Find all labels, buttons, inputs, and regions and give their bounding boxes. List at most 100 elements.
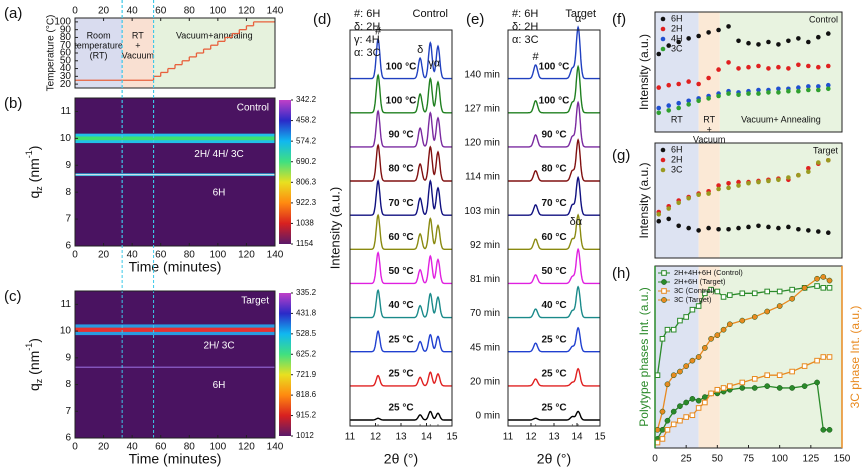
x-tick-label: 20	[98, 442, 110, 453]
legend-marker	[660, 147, 666, 153]
data-point	[806, 166, 811, 171]
y-axis-label: qz (nm-1)	[24, 146, 44, 199]
trace-temperature: 80 °C	[388, 164, 413, 175]
y-axis-label-part: )	[26, 338, 42, 343]
panel-label: (g)	[612, 147, 630, 164]
band-label: 2H/ 4H/ 3C	[194, 149, 243, 160]
data-point	[664, 381, 671, 388]
data-point	[716, 67, 721, 72]
data-point	[695, 405, 702, 411]
data-point	[676, 223, 681, 229]
data-point	[716, 186, 721, 192]
data-point	[666, 82, 672, 88]
region	[122, 18, 154, 88]
data-point	[677, 368, 683, 375]
trace-temperature: 25 °C	[541, 334, 566, 345]
x-tick-label: 20	[98, 250, 110, 261]
data-point	[706, 191, 711, 196]
data-point	[702, 345, 708, 351]
xrd-trace	[508, 326, 600, 353]
data-point	[670, 421, 677, 428]
legend-entry: #: 6H	[512, 8, 538, 20]
legend-marker	[661, 270, 667, 276]
x-tick-label: 15	[446, 432, 458, 443]
data-point	[764, 383, 771, 389]
data-point	[825, 63, 831, 69]
data-point	[716, 226, 721, 232]
data-point	[816, 160, 821, 165]
region-label: +	[707, 124, 712, 134]
y-tick-label: 100	[54, 17, 71, 28]
data-point	[720, 326, 727, 333]
data-point	[789, 385, 795, 391]
data-point	[826, 354, 833, 360]
data-point	[816, 87, 821, 93]
y-axis-label-part: (nm	[26, 351, 42, 379]
data-point	[656, 51, 662, 57]
xrd-trace	[508, 367, 600, 387]
data-point	[706, 75, 711, 81]
series-line	[656, 381, 830, 440]
colorbar-tick-label: 458.2	[296, 116, 317, 125]
data-point	[825, 230, 831, 235]
y-axis-label-part: q	[26, 383, 42, 391]
data-point	[726, 185, 731, 191]
panel-label: (e)	[466, 11, 484, 28]
data-point	[656, 218, 662, 224]
y-tick-label: 9	[65, 160, 71, 171]
plot-frame	[507, 29, 601, 427]
legend-entry: 4H	[671, 33, 683, 43]
data-point	[720, 385, 727, 391]
trace-time: 70 min	[470, 308, 500, 319]
data-point	[708, 286, 714, 293]
data-point	[706, 96, 711, 101]
x-tick-label: 40	[127, 442, 139, 453]
colorbar-tick-label: 1154	[296, 239, 314, 248]
x-tick-label: 100	[210, 250, 227, 261]
data-point	[726, 60, 731, 65]
data-point	[814, 283, 820, 289]
data-point	[656, 85, 662, 90]
data-point	[820, 285, 827, 291]
data-point	[695, 397, 702, 404]
x-tick-label: 11	[503, 432, 514, 443]
data-point	[825, 157, 831, 163]
panel-label: (h)	[612, 265, 630, 282]
data-point	[806, 39, 811, 45]
data-point	[676, 100, 681, 106]
data-point	[720, 294, 727, 300]
legend-marker	[661, 288, 667, 294]
data-point	[695, 354, 702, 360]
panel-annotation: Control	[237, 103, 269, 114]
data-point	[716, 27, 721, 33]
data-point	[746, 64, 751, 70]
panel-annotation: Target	[813, 145, 839, 155]
heatmap-background	[75, 291, 275, 438]
data-point	[814, 357, 820, 364]
band-label: 2H/ 3C	[203, 340, 234, 351]
y-tick-label: 90	[60, 24, 72, 35]
data-point	[796, 172, 801, 178]
data-point	[736, 179, 741, 185]
data-point	[776, 225, 781, 231]
legend-entry: γ: 4H	[354, 34, 380, 46]
data-point	[751, 385, 758, 391]
colorbar-tick-label: 915.2	[296, 411, 317, 420]
series-line	[656, 285, 830, 376]
data-point	[686, 195, 691, 201]
x-tick-label: 80	[184, 250, 196, 261]
x-tick-label: 14	[421, 432, 433, 443]
data-point	[666, 108, 672, 113]
data-point	[756, 87, 761, 93]
data-point	[659, 336, 666, 342]
data-point	[820, 426, 827, 433]
series-line	[656, 276, 830, 430]
panel-label: (c)	[4, 288, 22, 305]
colorbar-tick-label: 690.2	[296, 157, 317, 166]
x-tick-label: 60	[155, 250, 167, 261]
x-tick-label: 120	[238, 442, 255, 453]
y-tick-label: 9	[65, 352, 71, 363]
colorbar-tick-label: 922.3	[296, 198, 317, 207]
